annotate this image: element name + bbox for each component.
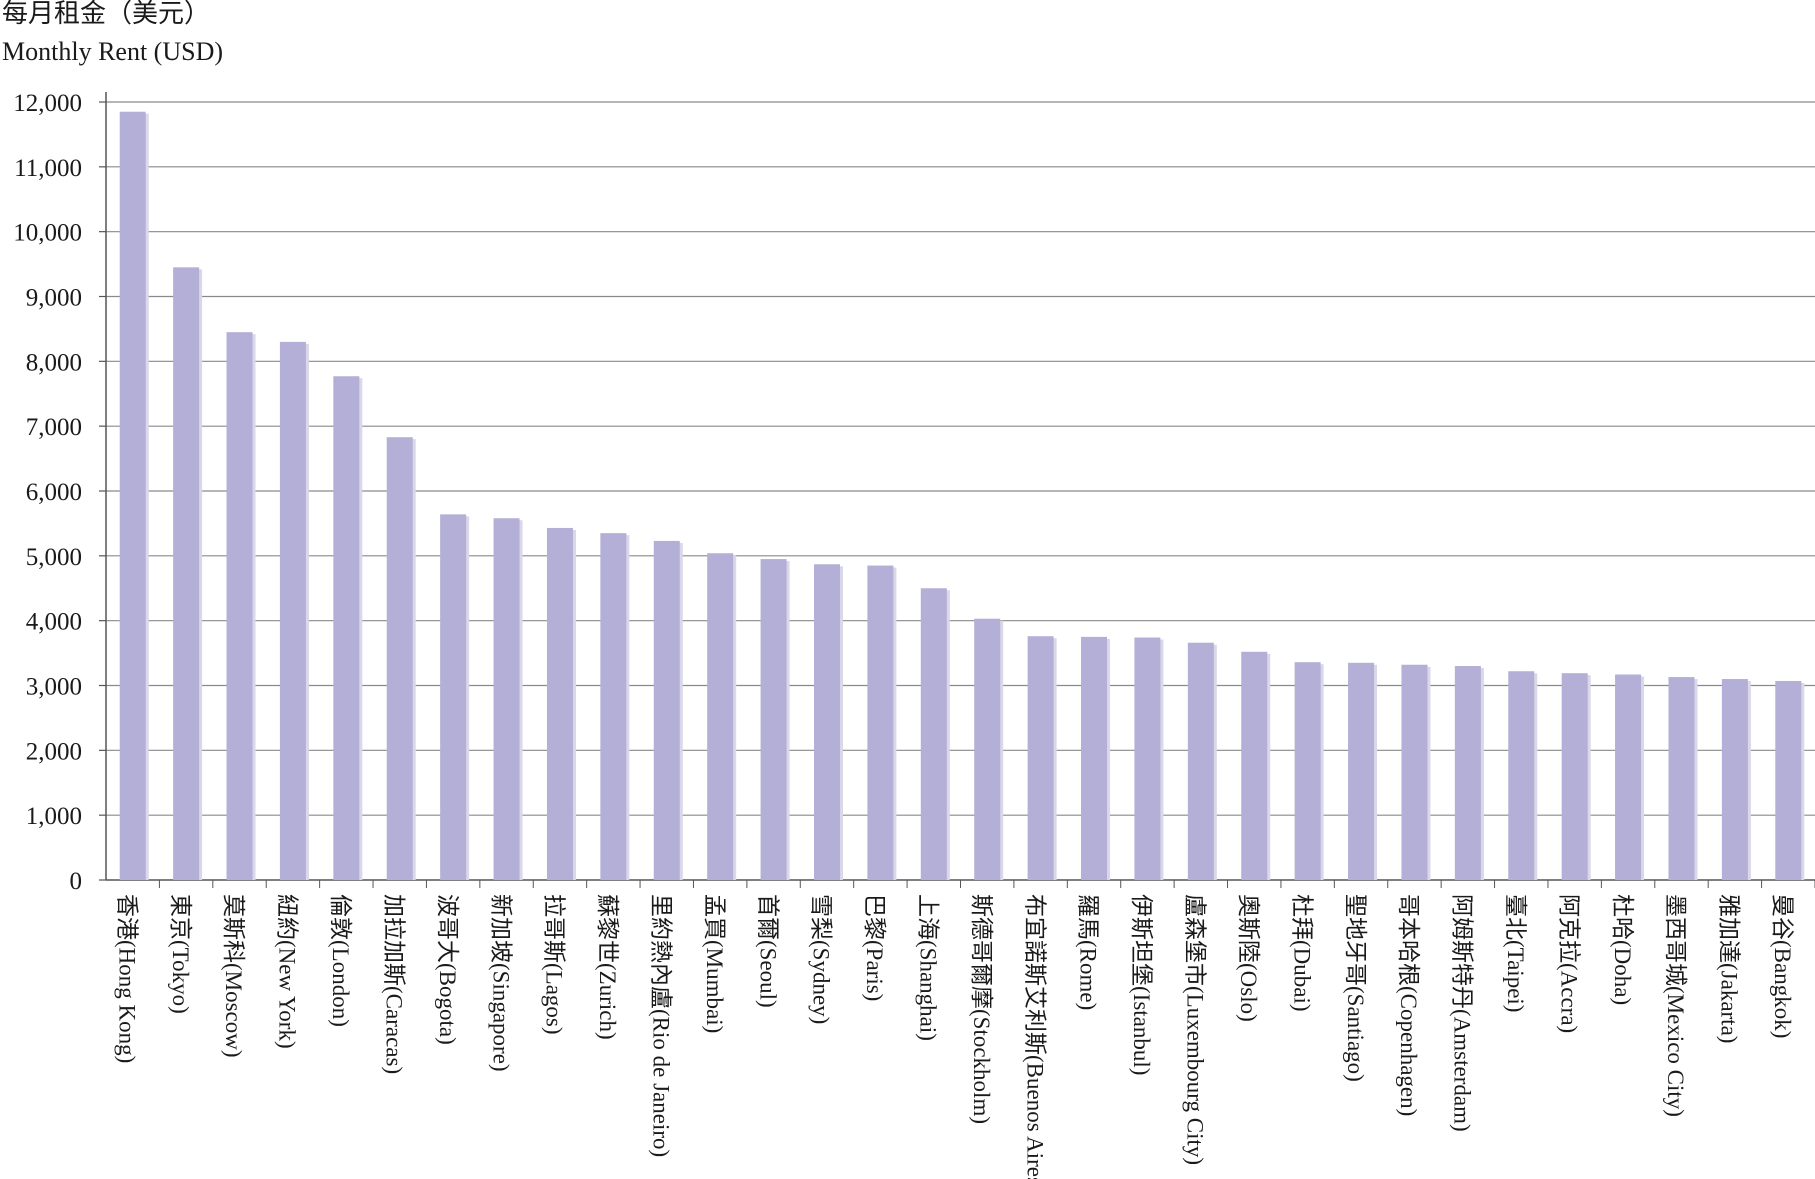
x-tick-label: 拉哥斯(Lagos) (542, 894, 567, 1035)
x-tick-label: 布宜諾斯艾利斯(Buenos Aires) (1022, 894, 1047, 1179)
x-tick-label: 里約熱內盧(Rio de Janeiro) (648, 894, 673, 1157)
x-tick-label: 蘇黎世(Zurich) (595, 894, 620, 1040)
x-tick-label: 阿克拉(Accra) (1556, 894, 1581, 1033)
y-tick-label: 9,000 (26, 285, 82, 312)
x-tick-label: 孟買(Mumbai) (702, 894, 727, 1033)
y-tick-label: 6,000 (26, 479, 82, 506)
bar (1348, 662, 1375, 880)
y-tick-label: 7,000 (26, 414, 82, 441)
y-axis-title-chinese: 每月租金（美元） (2, 0, 211, 28)
bar (1294, 662, 1321, 880)
bar (974, 618, 1001, 880)
x-tick-label: 杜哈(Doha) (1610, 894, 1635, 1005)
y-tick-label: 3,000 (26, 674, 82, 701)
bar (1081, 636, 1108, 880)
bar (546, 527, 573, 880)
x-tick-label: 首爾(Seoul) (755, 894, 780, 1008)
x-tick-label: 香港(Hong Kong) (114, 894, 139, 1063)
x-tick-label: 東京(Tokyo) (168, 894, 193, 1014)
x-tick-label: 杜拜(Dubai) (1289, 894, 1314, 1012)
y-tick-label: 12,000 (13, 90, 82, 117)
bar (226, 332, 253, 880)
y-tick-label: 10,000 (13, 220, 82, 247)
bar (386, 437, 413, 880)
x-tick-label: 奧斯陸(Oslo) (1236, 894, 1261, 1022)
bar (1775, 680, 1802, 880)
y-tick-label: 5,000 (26, 544, 82, 571)
x-tick-label: 哥本哈根(Copenhagen) (1396, 894, 1421, 1116)
bar (1615, 674, 1642, 880)
bar (173, 267, 200, 880)
bar (1721, 679, 1748, 880)
x-tick-label: 伊斯坦堡(Istanbul) (1129, 894, 1154, 1075)
x-tick-label: 倫敦(London) (328, 894, 353, 1027)
y-tick-label: 2,000 (26, 738, 82, 765)
y-tick-label: 4,000 (26, 609, 82, 636)
bar (1241, 651, 1268, 880)
bar (119, 111, 146, 881)
x-tick-label: 阿姆斯特丹(Amsterdam) (1450, 894, 1475, 1132)
bar (600, 533, 627, 880)
x-tick-label: 聖地牙哥(Santiago) (1343, 894, 1368, 1082)
bar (493, 518, 520, 880)
x-tick-label: 墨西哥城(Mexico City) (1663, 894, 1688, 1117)
bar (707, 553, 734, 880)
bar (1668, 677, 1695, 880)
y-tick-label: 8,000 (26, 349, 82, 376)
x-tick-label: 臺北(Taipei) (1503, 894, 1528, 1012)
bar (1454, 666, 1481, 880)
x-tick-label: 新加坡(Singapore) (488, 894, 513, 1072)
x-tick-label: 上海(Shanghai) (916, 894, 941, 1041)
x-tick-label: 莫斯科(Moscow) (221, 894, 246, 1058)
y-tick-label: 1,000 (26, 803, 82, 830)
bar (1187, 642, 1214, 880)
x-tick-label: 盧森堡市(Luxembourg City) (1183, 894, 1208, 1165)
y-tick-label: 11,000 (14, 155, 82, 182)
bar (333, 376, 360, 880)
bar (440, 514, 467, 880)
x-tick-label: 雪梨(Sydney) (809, 894, 834, 1024)
x-tick-label: 曼谷(Bangkok) (1770, 894, 1795, 1038)
bar (279, 341, 306, 881)
x-tick-label: 斯德哥爾摩(Stockholm) (969, 894, 994, 1124)
bar (760, 559, 787, 880)
bar (1401, 664, 1428, 880)
x-tick-label: 雅加達(Jakarta) (1717, 894, 1742, 1043)
x-tick-label: 巴黎(Paris) (862, 894, 887, 1001)
bar (813, 564, 840, 880)
bar (1561, 673, 1588, 880)
y-tick-label: 0 (70, 868, 83, 895)
bar (920, 588, 947, 880)
bar (1027, 636, 1054, 880)
x-tick-label: 加拉加斯(Caracas) (381, 894, 406, 1074)
bar (1134, 637, 1161, 880)
y-axis-title-english: Monthly Rent (USD) (2, 37, 223, 66)
x-tick-label: 紐約(New York) (275, 894, 300, 1049)
bar (653, 540, 680, 880)
bar (867, 565, 894, 880)
bar (1508, 671, 1535, 880)
x-tick-label: 羅馬(Rome) (1076, 894, 1101, 1010)
x-tick-label: 波哥大(Bogota) (435, 894, 460, 1045)
